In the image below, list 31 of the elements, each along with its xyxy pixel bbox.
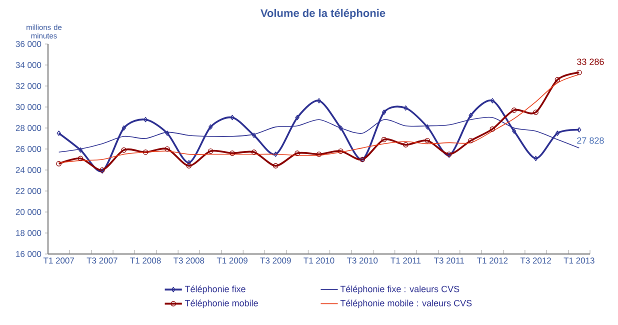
legend-label: Téléphonie mobile [184,300,258,308]
annotation: 33 286 [577,58,604,65]
legend-label: Téléphonie fixe : valeurs CVS [340,285,460,294]
y-tick-label: 26 000 [16,146,42,152]
y-tick-label: 20 000 [16,209,42,216]
y-tick-label: 24 000 [16,167,42,174]
y-tick-label: 16 000 [16,251,42,258]
x-tick-label: T3 2008 [174,258,204,264]
y-tick-label: 32 000 [16,83,42,90]
legend-label: Téléphonie mobile : valeurs CVS [340,300,472,308]
x-tick-label: T3 2011 [434,258,464,264]
x-tick-label: T3 2009 [260,258,291,264]
x-tick-label: T1 2012 [477,258,508,264]
x-tick-label: T3 2010 [346,258,378,264]
y-tick-label: 34 000 [16,62,42,68]
y-tick-label: 30 000 [16,104,42,110]
x-tick-label: T1 2011 [390,258,421,264]
y-tick-label: 36 000 [16,41,42,48]
y-tick-label: 18 000 [16,230,42,236]
x-tick-label: T1 2010 [304,258,334,264]
x-tick-label: T1 2008 [130,258,161,264]
chart-title: Volume de la téléphonie [260,8,386,20]
y-tick-label: 28 000 [16,125,42,132]
x-tick-label: T1 2009 [216,258,248,264]
x-tick-label: T1 2013 [564,258,594,264]
y-tick-label: 22 000 [16,188,42,194]
x-tick-label: T3 2007 [86,258,118,264]
x-tick-label: T1 2007 [43,258,74,264]
x-tick-label: T3 2012 [520,258,551,264]
legend-label: Téléphonie fixe [184,285,246,294]
annotation: 27 828 [577,137,604,144]
